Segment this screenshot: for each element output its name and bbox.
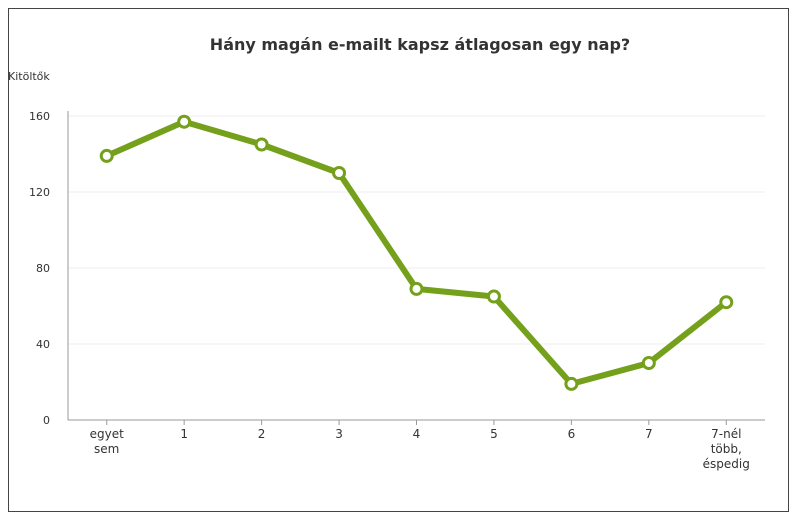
y-tick-label: 40 [36, 338, 50, 351]
y-tick-label: 0 [43, 414, 50, 427]
y-tick-label: 160 [29, 110, 50, 123]
point [564, 376, 579, 391]
y-tick-label: 120 [29, 186, 50, 199]
point [332, 166, 347, 180]
point [719, 295, 734, 310]
point [254, 137, 269, 152]
x-tick-label: 7 [645, 427, 653, 441]
point [409, 281, 424, 296]
x-tick-label: 5 [490, 427, 498, 441]
point [486, 289, 501, 304]
x-tick-label: 2 [258, 427, 266, 441]
y-tick-label: 80 [36, 262, 50, 275]
point [641, 356, 656, 370]
y-axis-label: Kitöltők [8, 70, 50, 83]
x-tick-label: 7-nél több, éspedig [703, 427, 750, 471]
x-tick-label: 4 [413, 427, 421, 441]
x-tick-label: egyet sem [90, 427, 124, 456]
point [99, 148, 114, 163]
x-tick-label: 6 [568, 427, 576, 441]
point [177, 114, 192, 129]
chart-title: Hány magán e-mailt kapsz átlagosan egy n… [210, 35, 630, 54]
x-tick-label: 3 [335, 427, 343, 441]
x-tick-label: 1 [180, 427, 188, 441]
